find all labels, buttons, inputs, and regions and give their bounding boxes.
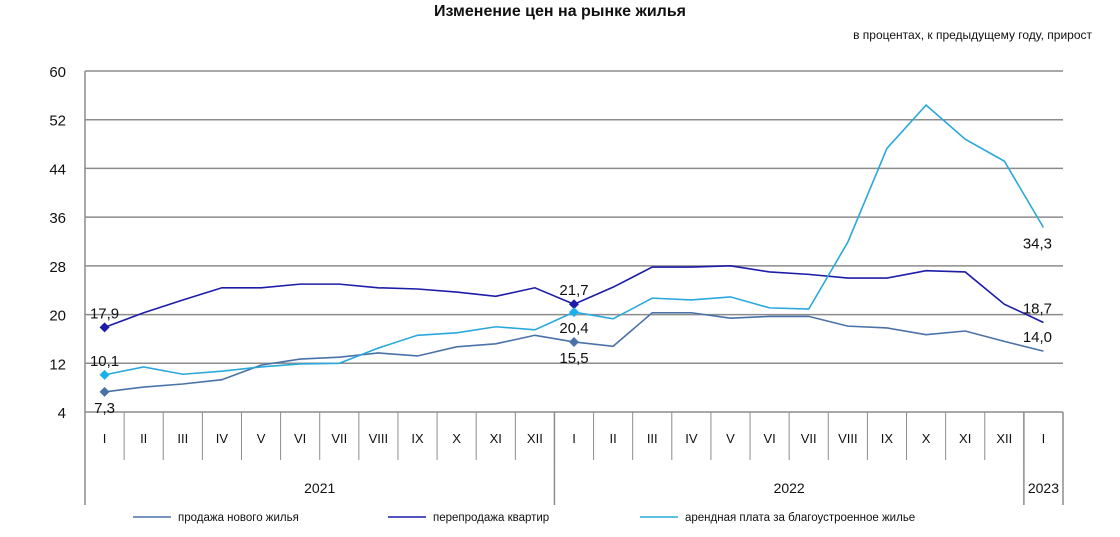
x-tick-label: I	[103, 431, 107, 446]
year-label: 2023	[1028, 480, 1059, 496]
x-tick-label: VI	[763, 431, 775, 446]
data-marker	[569, 299, 579, 310]
x-tick-label: I	[1042, 431, 1046, 446]
data-marker	[569, 307, 579, 318]
data-marker	[99, 322, 110, 333]
chart-title: Изменение цен на рынке жилья	[433, 3, 686, 20]
x-tick-label: II	[610, 431, 617, 446]
data-label: 18,7	[1023, 300, 1052, 317]
data-marker	[569, 336, 579, 347]
x-tick-label: X	[922, 431, 931, 446]
legend-label: перепродажа квартир	[433, 512, 549, 524]
x-tick-label: IV	[685, 431, 698, 446]
x-tick-label: IV	[216, 431, 229, 446]
x-tick-label: VII	[331, 431, 347, 446]
x-tick-label: X	[452, 431, 461, 446]
x-tick-label: XII	[527, 431, 543, 446]
x-tick-label: XI	[490, 431, 502, 446]
x-tick-label: VIII	[369, 431, 389, 446]
x-tick-label: V	[257, 431, 266, 446]
data-label: 10,1	[90, 353, 119, 370]
legend-label: арендная плата за благоустроенное жилье	[685, 512, 915, 524]
x-tick-label: VII	[801, 431, 817, 446]
data-label: 14,0	[1023, 329, 1052, 346]
year-label: 2021	[304, 480, 335, 496]
y-tick-label: 20	[49, 308, 66, 325]
x-tick-label: III	[177, 431, 188, 446]
x-tick-label: III	[647, 431, 658, 446]
y-tick-label: 28	[49, 259, 66, 276]
data-label: 7,3	[94, 400, 115, 417]
data-label: 15,5	[559, 350, 588, 367]
data-label: 21,7	[559, 282, 588, 299]
data-marker	[99, 369, 110, 380]
data-label: 34,3	[1023, 235, 1052, 252]
x-tick-label: XII	[996, 431, 1012, 446]
x-tick-label: XI	[959, 431, 971, 446]
y-tick-label: 44	[49, 161, 66, 178]
data-label: 20,4	[559, 320, 588, 337]
x-tick-label: IX	[881, 431, 894, 446]
x-tick-label: VI	[294, 431, 306, 446]
x-tick-label: IX	[411, 431, 424, 446]
x-tick-label: V	[726, 431, 735, 446]
x-tick-label: VIII	[838, 431, 858, 446]
x-tick-label: II	[140, 431, 147, 446]
y-tick-label: 36	[49, 210, 66, 227]
chart-subtitle: в процентах, к предыдущему году, прирост	[853, 28, 1092, 42]
data-label: 17,9	[90, 305, 119, 322]
y-tick-label: 12	[49, 356, 66, 373]
y-tick-label: 4	[58, 405, 66, 422]
x-tick-label: I	[572, 431, 576, 446]
legend-label: продажа нового жилья	[178, 512, 299, 524]
y-tick-label: 52	[49, 113, 66, 130]
year-label: 2022	[774, 480, 805, 496]
data-marker	[99, 386, 110, 397]
y-tick-label: 60	[49, 64, 66, 81]
